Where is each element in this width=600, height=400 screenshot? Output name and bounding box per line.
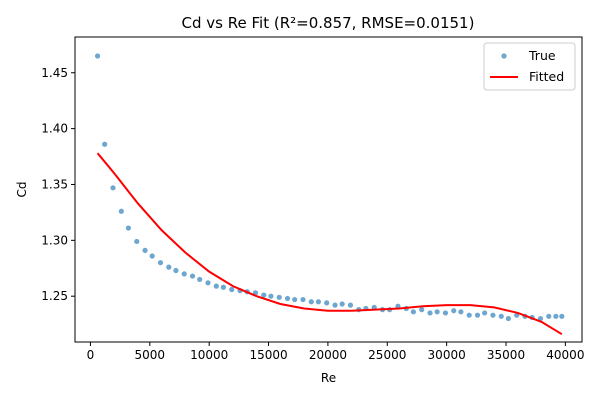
y-tick-label: 1.30 — [41, 233, 68, 247]
data-point-true — [505, 315, 511, 322]
data-point-true — [220, 284, 227, 290]
data-point-true — [189, 273, 196, 279]
x-axis-label: Re — [321, 371, 336, 385]
data-point-true — [339, 301, 345, 307]
data-point-true — [157, 260, 164, 266]
data-point-true — [553, 313, 559, 319]
data-point-true — [315, 299, 322, 305]
data-point-true — [410, 309, 416, 315]
data-point-true — [308, 299, 314, 305]
data-point-true — [261, 292, 267, 298]
legend-label-true: True — [528, 48, 556, 63]
y-axis: 1.25 1.30 1.35 1.40 1.45 — [41, 66, 75, 303]
x-tick-label: 15000 — [249, 348, 287, 362]
data-point-true — [490, 312, 496, 318]
x-tick-label: 40000 — [546, 348, 584, 362]
legend-marker-true — [501, 53, 507, 59]
data-point-true — [125, 225, 132, 231]
x-tick-label: 5000 — [135, 348, 166, 362]
plot-frame — [74, 36, 583, 343]
y-tick-label: 1.45 — [41, 66, 68, 80]
data-point-true — [537, 315, 544, 322]
data-point-true — [94, 53, 101, 59]
fitted-line — [96, 152, 563, 336]
data-point-true — [498, 313, 504, 319]
x-tick-label: 0 — [87, 348, 95, 362]
data-point-true — [458, 309, 464, 315]
legend: True Fitted — [483, 42, 576, 91]
data-point-true — [197, 276, 203, 283]
y-axis-label: Cd — [15, 182, 29, 198]
x-tick-label: 35000 — [487, 348, 525, 362]
data-point-true — [110, 185, 116, 191]
data-point-true — [474, 312, 481, 318]
data-point-true — [419, 307, 425, 313]
data-point-true — [276, 294, 282, 300]
x-tick-label: 20000 — [309, 348, 347, 362]
data-point-true — [134, 238, 140, 245]
data-point-true — [347, 302, 354, 308]
data-point-true — [173, 267, 179, 274]
data-point-true — [466, 312, 472, 318]
data-point-true — [118, 208, 124, 214]
y-tick-label: 1.40 — [41, 122, 68, 136]
x-tick-label: 30000 — [428, 348, 466, 362]
data-point-true — [451, 308, 457, 314]
data-point-true — [166, 264, 172, 270]
data-point-true — [213, 283, 219, 289]
data-point-true — [268, 293, 274, 299]
data-point-true — [442, 310, 449, 316]
data-point-true — [546, 313, 552, 319]
x-tick-label: 10000 — [190, 348, 228, 362]
data-point-true — [559, 313, 565, 319]
data-point-true — [229, 286, 235, 293]
data-point-true — [427, 310, 433, 316]
data-point-true — [324, 300, 330, 306]
data-point-true — [300, 296, 306, 303]
data-point-true — [181, 271, 187, 277]
x-axis: 0 5000 10000 15000 20000 25000 30000 35000 40000 — [87, 342, 584, 362]
data-point-true — [102, 141, 108, 147]
y-tick-label: 1.25 — [41, 289, 68, 303]
chart-title: Cd vs Re Fit (R²=0.857, RMSE=0.0151) — [182, 14, 475, 32]
legend-box — [483, 42, 576, 91]
data-point-true — [284, 295, 291, 302]
plot-area — [94, 53, 565, 336]
data-point-true — [142, 247, 148, 253]
data-point-true — [434, 309, 440, 315]
data-point-true — [332, 302, 338, 308]
data-point-true — [482, 310, 488, 316]
legend-label-fitted: Fitted — [529, 69, 564, 84]
data-point-true — [205, 280, 211, 286]
y-tick-label: 1.35 — [41, 177, 68, 191]
data-point-true — [292, 296, 298, 303]
x-tick-label: 25000 — [368, 348, 406, 362]
data-point-true — [149, 253, 155, 259]
